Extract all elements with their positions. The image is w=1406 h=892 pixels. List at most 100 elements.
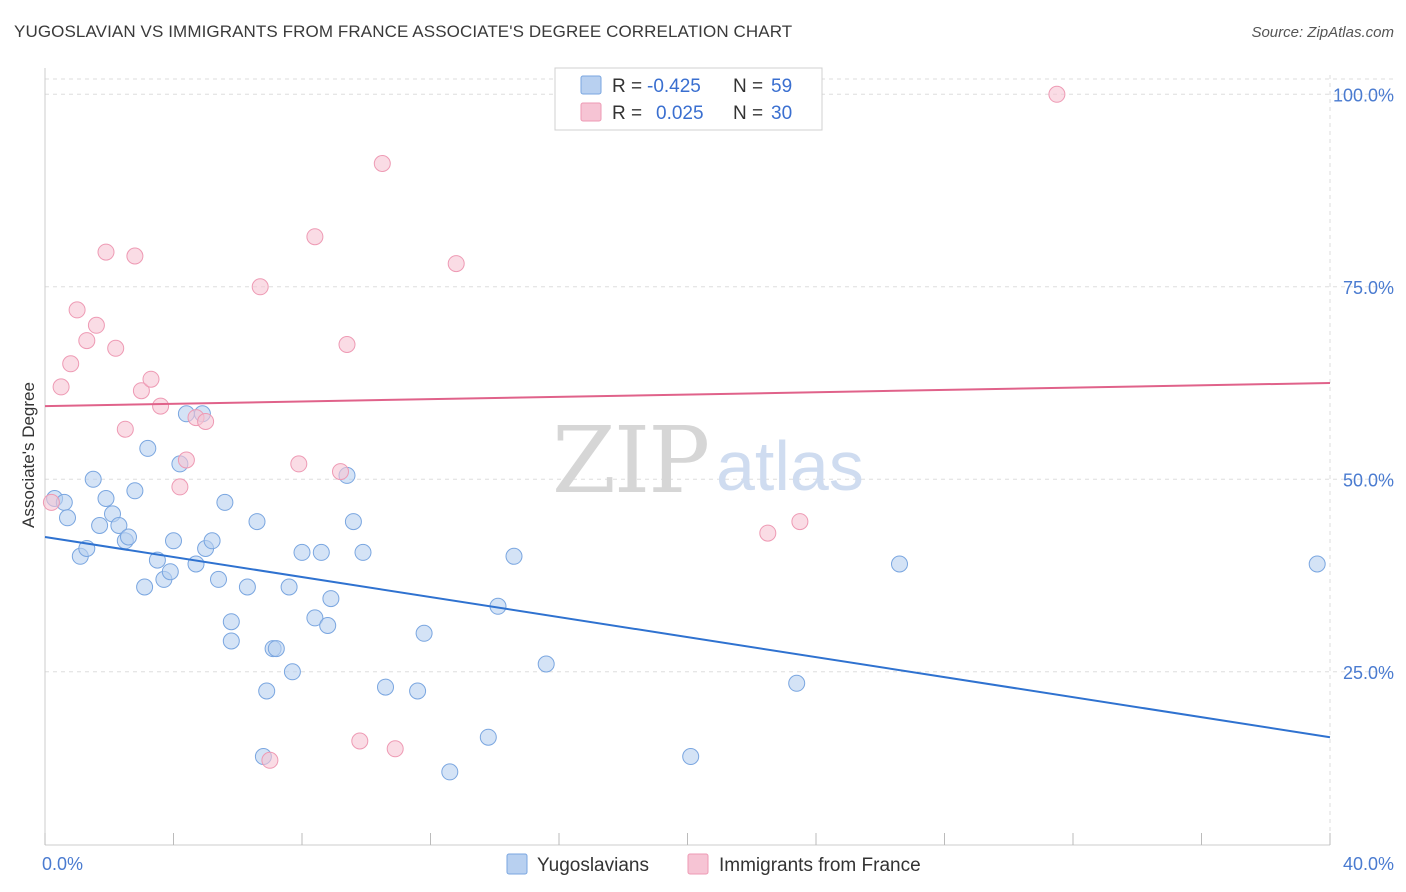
point-yugoslavians-24 (203, 532, 221, 550)
point-france-2 (62, 355, 80, 373)
point-yugoslavians-14 (139, 439, 157, 457)
point-france-14 (177, 451, 195, 469)
point-france-0 (42, 493, 60, 511)
point-yugoslavians-18 (165, 532, 182, 550)
point-yugoslavians-41 (322, 590, 340, 608)
point-france-4 (78, 332, 96, 350)
legend-n-value-1: 59 (771, 76, 792, 97)
point-yugoslavians-45 (377, 678, 394, 696)
x-tick-labels: 0.0% 40.0% (42, 854, 1394, 874)
x-tick-label-0: 0.0% (42, 854, 83, 874)
watermark-atlas: atlas (716, 427, 864, 505)
point-france-13 (171, 478, 189, 496)
point-france-6 (97, 243, 115, 261)
point-france-8 (116, 420, 134, 438)
point-france-16 (197, 413, 215, 430)
point-yugoslavians-27 (222, 613, 240, 631)
legend-r-label-1: R = (612, 76, 642, 97)
point-france-7 (107, 339, 125, 357)
point-france-18 (261, 751, 279, 769)
point-yugoslavians-32 (258, 682, 276, 700)
point-yugoslavians-12 (126, 482, 144, 500)
legend-n-label-2: N = (733, 103, 763, 124)
point-yugoslavians-28 (222, 632, 240, 650)
legend-r-value-1: -0.425 (647, 76, 701, 97)
y-tick-label-3: 100.0% (1333, 85, 1394, 105)
axes (44, 68, 1331, 846)
point-yugoslavians-52 (537, 655, 555, 673)
point-france-19 (290, 455, 308, 473)
point-yugoslavians-37 (293, 543, 311, 561)
series-legend-label-france: Immigrants from France (719, 855, 921, 876)
point-yugoslavians-40 (319, 617, 337, 634)
stats-legend-swatch-pink (580, 102, 602, 122)
point-yugoslavians-47 (415, 624, 433, 642)
point-yugoslavians-44 (354, 543, 372, 561)
point-yugoslavians-5 (84, 470, 102, 488)
watermark: ZIP atlas (552, 407, 864, 514)
point-france-27 (759, 524, 777, 542)
point-yugoslavians-21 (187, 555, 205, 573)
x-tick-label-1: 40.0% (1343, 854, 1394, 874)
point-yugoslavians-2 (59, 509, 76, 527)
y-tick-label-1: 50.0% (1343, 470, 1394, 490)
watermark-zip: ZIP (552, 407, 708, 514)
point-france-9 (126, 247, 144, 265)
series-legend: Yugoslavians Immigrants from France (506, 853, 921, 876)
point-yugoslavians-6 (91, 517, 109, 534)
legend-n-value-2: 30 (771, 103, 792, 124)
source-label: Source: ZipAtlas.com (1251, 24, 1394, 41)
point-france-3 (68, 301, 86, 319)
y-tick-label-2: 75.0% (1343, 278, 1394, 298)
point-yugoslavians-11 (120, 528, 137, 546)
point-yugoslavians-9 (110, 517, 128, 534)
point-yugoslavians-26 (216, 493, 234, 511)
point-france-10 (132, 382, 150, 400)
point-yugoslavians-35 (280, 578, 298, 596)
point-france-5 (87, 316, 105, 334)
series-legend-label-yugoslavians: Yugoslavians (537, 855, 649, 876)
point-france-29 (1048, 85, 1066, 103)
point-yugoslavians-54 (788, 674, 806, 692)
legend-r-label-2: R = (612, 103, 642, 124)
y-tick-labels: 25.0% 50.0% 75.0% 100.0% (1333, 85, 1394, 683)
legend-r-value-2: 0.025 (656, 103, 704, 124)
data-points (42, 85, 1326, 781)
legend-n-label-1: N = (733, 76, 763, 97)
point-yugoslavians-7 (97, 490, 115, 507)
point-yugoslavians-55 (891, 555, 908, 573)
point-france-28 (791, 513, 809, 531)
point-yugoslavians-39 (312, 543, 330, 561)
point-yugoslavians-34 (267, 640, 285, 658)
point-france-24 (373, 155, 391, 172)
trend-lines (44, 382, 1331, 739)
point-france-1 (52, 378, 70, 396)
point-yugoslavians-36 (283, 663, 301, 681)
point-yugoslavians-56 (1308, 555, 1326, 573)
point-yugoslavians-13 (136, 578, 154, 596)
y-tick-label-0: 25.0% (1343, 663, 1394, 683)
point-yugoslavians-51 (505, 547, 523, 565)
point-yugoslavians-53 (682, 748, 700, 765)
point-france-26 (447, 255, 465, 273)
point-yugoslavians-48 (441, 763, 459, 781)
series-legend-swatch-yugoslavians (506, 853, 528, 875)
point-france-21 (332, 463, 349, 481)
point-yugoslavians-25 (210, 570, 227, 588)
trend-line-france (44, 382, 1331, 408)
series-legend-swatch-france (687, 853, 709, 875)
point-yugoslavians-17 (161, 563, 179, 581)
point-france-12 (152, 397, 170, 415)
point-france-22 (338, 336, 356, 353)
point-yugoslavians-30 (248, 513, 266, 531)
point-yugoslavians-49 (479, 728, 497, 746)
point-france-20 (306, 228, 324, 246)
point-france-23 (351, 732, 369, 750)
point-france-25 (386, 740, 404, 758)
point-france-17 (251, 278, 269, 296)
stats-legend: R = -0.425 N = 59 R = 0.025 N = 30 (554, 67, 823, 131)
trend-line-yugoslavians (44, 536, 1331, 739)
point-yugoslavians-38 (306, 609, 324, 627)
point-france-11 (142, 370, 160, 388)
